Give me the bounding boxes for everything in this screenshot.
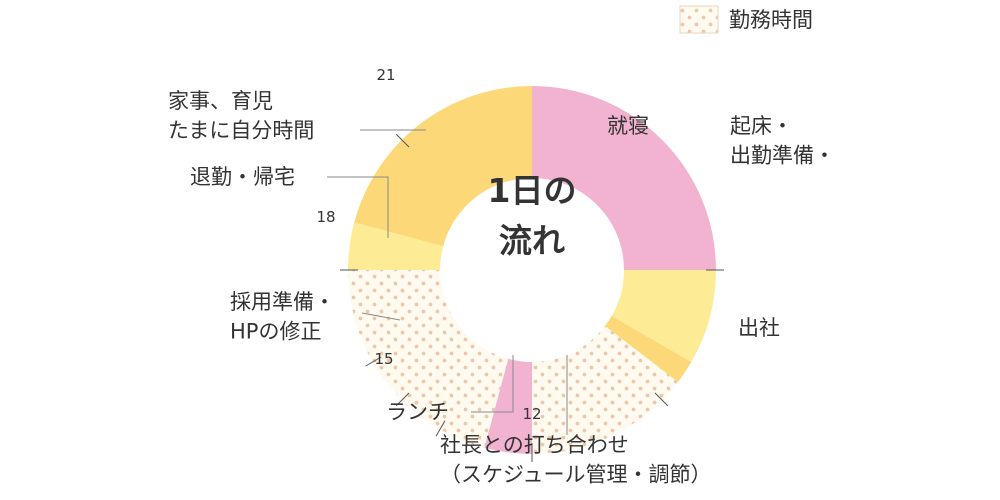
center-title-line-2: 流れ <box>499 221 565 260</box>
label-commute-home: 退勤・帰宅 <box>190 165 295 189</box>
hour-tick-16 <box>365 356 382 367</box>
hour-ticks <box>340 133 724 462</box>
leader-commute-home <box>327 176 389 238</box>
donut-slices <box>348 86 716 454</box>
label-wake-prepare-line-1: 起床・ <box>730 114 793 138</box>
label-recruit-hp-line-2: HPの修正 <box>230 319 321 343</box>
slice-lunch <box>484 358 532 454</box>
label-meeting-line-2: （スケジュール管理・調節） <box>440 462 712 486</box>
label-arrive-office: 出社 <box>738 316 780 340</box>
label-commute-home-line-1: 退勤・帰宅 <box>190 165 295 189</box>
label-lunch: ランチ <box>386 400 449 424</box>
label-housework: 家事、育児たまに自分時間 <box>168 89 314 142</box>
legend-label: 勤務時間 <box>729 8 813 32</box>
label-wake-prepare-line-2: 出勤準備・ <box>730 143 835 167</box>
label-lunch-line-1: ランチ <box>386 400 449 424</box>
label-meeting-line-1: 社長との打ち合わせ <box>440 433 629 457</box>
tick-label-21: 21 <box>376 66 395 84</box>
center-title-line-1: 1日の <box>488 171 577 210</box>
tick-label-18: 18 <box>316 208 335 226</box>
slice-sleep <box>532 86 716 270</box>
slice-meeting <box>532 326 678 454</box>
leader-lunch <box>471 355 514 413</box>
legend-swatch-dotted <box>679 5 719 34</box>
tick-label-15: 15 <box>374 350 393 368</box>
hour-tick-15 <box>395 392 410 407</box>
slice-housework <box>354 86 532 247</box>
label-housework-line-1: 家事、育児 <box>168 89 273 113</box>
label-meeting: 社長との打ち合わせ （スケジュール管理・調節） <box>440 433 712 486</box>
slice-recruit-hp <box>348 270 509 448</box>
leader-recruit <box>361 312 401 321</box>
label-recruit-hp: 採用準備・ HPの修正 <box>230 290 335 343</box>
label-recruit-hp-line-1: 採用準備・ <box>230 290 335 314</box>
hour-tick-21 <box>395 133 410 148</box>
slice-wake-prepare <box>611 270 716 362</box>
label-sleep: 就寝 <box>607 114 649 138</box>
tick-label-12: 12 <box>522 405 541 423</box>
leader-lines <box>327 129 568 435</box>
hour-tick-14 <box>435 420 446 437</box>
label-arrive-office-line-1: 出社 <box>738 316 780 340</box>
label-sleep-line-1: 就寝 <box>607 114 649 138</box>
slice-commute-home <box>348 222 444 270</box>
legend: 勤務時間 <box>679 5 813 34</box>
slice-arrive-office <box>604 316 692 383</box>
hour-tick-9 <box>654 392 669 407</box>
label-housework-line-2: たまに自分時間 <box>168 118 314 142</box>
label-wake-prepare: 起床・出勤準備・ <box>730 114 835 167</box>
